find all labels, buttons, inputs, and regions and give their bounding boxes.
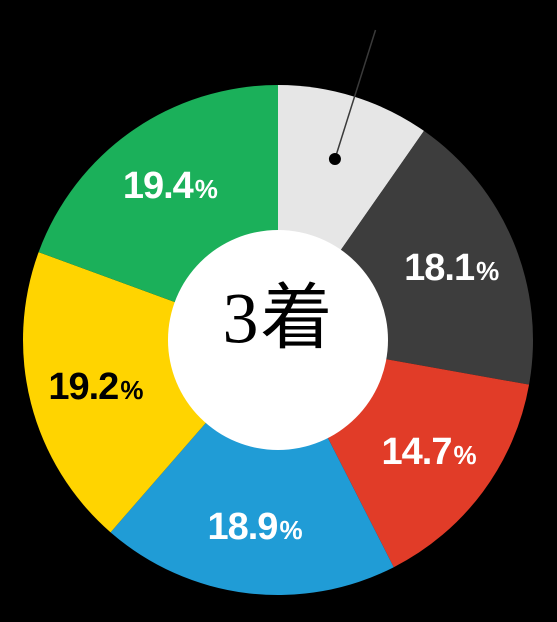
pie-slice-label-4: 19.2% [48,368,143,406]
pie-chart: 18.1% 14.7% 18.9% 19.2% 19.4% 3着 [0,0,557,622]
pie-slice-label-1: 18.1% [404,249,499,287]
pie-slice-label-5: 19.4% [123,167,218,205]
pie-slice-label-2: 14.7% [382,433,477,471]
pie-slice-label-3: 18.9% [207,508,302,546]
pie-center-label: 3着 [222,259,334,364]
pie-pointer-dot [329,153,341,165]
